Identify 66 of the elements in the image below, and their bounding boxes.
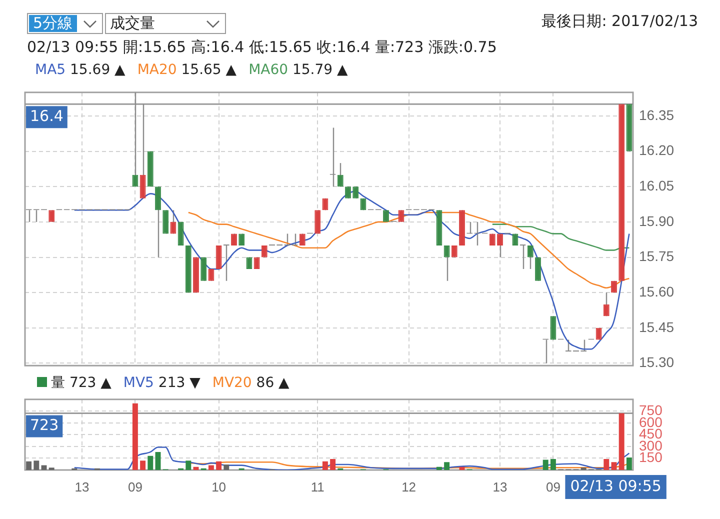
bar bbox=[26, 461, 32, 470]
chart-subtitle: 02/13 09:55 開:15.65 高:16.4 低:15.65 收:16.4 量:723 漲跌:0.75 bbox=[27, 38, 497, 57]
y-tick-label: 16.20 bbox=[639, 142, 674, 158]
y-tick-label: 15.45 bbox=[639, 318, 674, 335]
line-series bbox=[492, 224, 630, 251]
candlestick bbox=[444, 244, 450, 282]
candlestick bbox=[497, 233, 503, 258]
candlestick bbox=[527, 244, 534, 270]
bar bbox=[618, 413, 624, 470]
text: MA20 15.65 ▲ bbox=[137, 62, 237, 78]
y-tick-label: 15.75 bbox=[639, 248, 674, 264]
bar bbox=[611, 462, 617, 470]
y-tick-label: 15.30 bbox=[639, 354, 674, 370]
bar bbox=[330, 459, 336, 470]
bar bbox=[550, 459, 556, 470]
bar bbox=[604, 459, 610, 470]
candlestick bbox=[140, 104, 146, 199]
x-tick-label: 13 bbox=[492, 479, 508, 494]
candlestick bbox=[292, 233, 298, 246]
bar bbox=[436, 466, 442, 470]
y-tick-label: 16.05 bbox=[639, 177, 674, 194]
x-tick-label: 11 bbox=[310, 479, 324, 494]
ref-line-label: 723 bbox=[30, 416, 59, 434]
ref-line-label: 16.4 bbox=[30, 107, 64, 126]
text: MV5 213 ▼ bbox=[123, 375, 200, 391]
dropdown-field: 5分線 bbox=[27, 13, 103, 34]
x-tick-label: 09 bbox=[546, 479, 560, 494]
candlestick bbox=[603, 292, 610, 317]
candlestick bbox=[170, 210, 176, 234]
candlestick bbox=[223, 244, 230, 282]
y-tick-label: 16.35 bbox=[639, 106, 674, 123]
candlestick bbox=[155, 186, 161, 258]
dropdown-field: 成交量 bbox=[105, 13, 226, 34]
text: 02/13 09:55 bbox=[570, 476, 662, 495]
bar bbox=[155, 452, 161, 470]
candlestick bbox=[520, 244, 526, 270]
bar bbox=[132, 403, 138, 470]
candlestick bbox=[565, 339, 572, 352]
legend-label: 量 723 ▲ bbox=[51, 375, 112, 391]
bar bbox=[444, 462, 450, 470]
text: MV20 86 ▲ bbox=[212, 375, 290, 391]
x-tick-label: 10 bbox=[212, 479, 226, 494]
x-tick-label: 12 bbox=[402, 479, 416, 494]
y-tick-label: 15.60 bbox=[639, 283, 674, 300]
line-series bbox=[188, 212, 630, 289]
text: MA60 15.79 ▲ bbox=[248, 62, 348, 78]
bar bbox=[322, 461, 328, 470]
candlestick bbox=[337, 162, 344, 188]
text: MA5 15.69 ▲ bbox=[35, 62, 126, 78]
candlestick bbox=[284, 233, 290, 246]
bar bbox=[216, 461, 222, 470]
bar bbox=[186, 460, 192, 470]
candlestick bbox=[580, 339, 587, 352]
bar bbox=[148, 456, 154, 470]
bar bbox=[208, 465, 214, 470]
x-tick-label: 13 bbox=[74, 479, 90, 494]
chart-title: 最後日期: 2017/02/13 bbox=[542, 12, 698, 31]
bar bbox=[542, 460, 548, 470]
y-tick-label: 15.90 bbox=[639, 212, 674, 229]
bar bbox=[626, 457, 632, 470]
candlestick bbox=[178, 221, 184, 246]
bar bbox=[224, 464, 230, 470]
x-tick-label: 09 bbox=[128, 479, 142, 494]
line-series bbox=[74, 446, 630, 470]
bar bbox=[140, 460, 146, 470]
bar bbox=[34, 460, 40, 470]
